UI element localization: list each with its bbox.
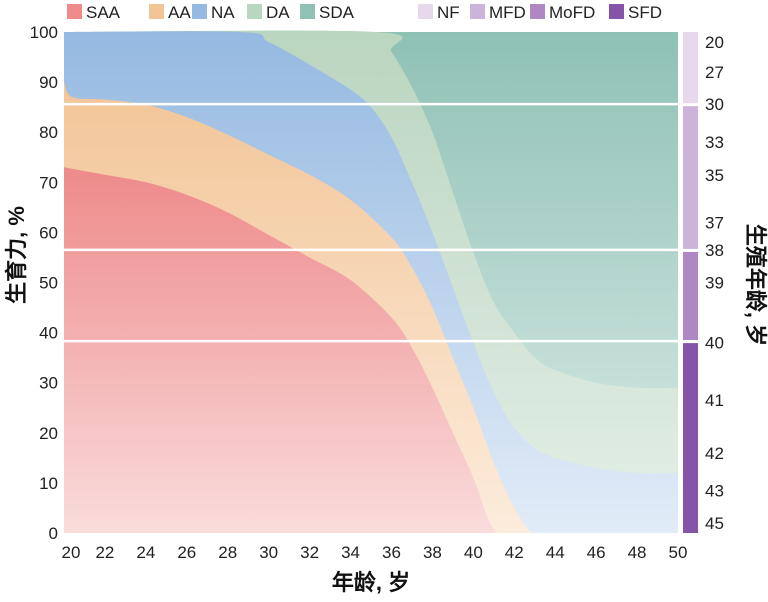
x-tick-label: 40: [464, 543, 483, 562]
reproductive-age-bar: [683, 32, 698, 533]
legend-swatch: [67, 4, 82, 19]
y-tick-label: 60: [39, 223, 58, 242]
y-axis-ticks: 0 10 20 30 40 50 60 70 80 90 100: [30, 23, 58, 543]
legend-item-mfd: MFD: [470, 3, 526, 22]
legend-label: MFD: [489, 3, 526, 22]
y-tick-label: 80: [39, 123, 58, 142]
y-tick-label: 30: [39, 374, 58, 393]
y-tick-label: 90: [39, 73, 58, 92]
x-tick-label: 22: [95, 543, 114, 562]
x-tick-label: 26: [177, 543, 196, 562]
y2-tick-label: 38: [705, 241, 724, 260]
divider-lines: [64, 102, 678, 343]
y2-axis-title: 生殖年龄, 岁: [743, 224, 768, 346]
legend-label: SAA: [86, 3, 121, 22]
y2-tick-label: 45: [705, 514, 724, 533]
y-tick-label: 0: [49, 524, 58, 543]
y-tick-label: 10: [39, 474, 58, 493]
y-tick-label: 50: [39, 274, 58, 293]
legend-item-sfd: SFD: [609, 3, 662, 22]
legend-label: MoFD: [549, 3, 595, 22]
y2-tick-label: 40: [705, 334, 724, 353]
y2-tick-label: 33: [705, 133, 724, 152]
legend-item-da: DA: [247, 3, 290, 22]
y2-tick-label: 42: [705, 444, 724, 463]
y2-tick-label: 27: [705, 63, 724, 82]
y-tick-label: 20: [39, 424, 58, 443]
segment-mfd: [683, 106, 698, 249]
legend-item-aa: AA: [149, 3, 191, 22]
x-tick-label: 34: [341, 543, 360, 562]
legend-swatch: [300, 4, 315, 19]
x-tick-label: 20: [62, 543, 81, 562]
legend-item-nf: NF: [418, 3, 460, 22]
legend-swatch: [418, 4, 433, 19]
x-tick-label: 30: [259, 543, 278, 562]
y-tick-label: 40: [39, 324, 58, 343]
y2-tick-label: 43: [705, 481, 724, 500]
legend-label: NF: [437, 3, 460, 22]
x-tick-label: 28: [218, 543, 237, 562]
x-tick-label: 32: [300, 543, 319, 562]
y2-tick-label: 20: [705, 33, 724, 52]
y2-tick-label: 39: [705, 274, 724, 293]
legend-label: AA: [168, 3, 191, 22]
legend-swatch: [470, 4, 485, 19]
legend-label: NA: [211, 3, 235, 22]
legend-item-na: NA: [192, 3, 235, 22]
y2-tick-label: 41: [705, 391, 724, 410]
legend-item-saa: SAA: [67, 3, 121, 22]
y2-tick-label: 30: [705, 95, 724, 114]
legend-swatch: [530, 4, 545, 19]
x-tick-label: 48: [628, 543, 647, 562]
legend-label: SDA: [319, 3, 355, 22]
y-axis-title: 生育力, %: [4, 206, 29, 304]
legend-swatch: [192, 4, 207, 19]
area-layer: [64, 30, 678, 533]
y2-axis-ticks: 20 27 30 33 35 37 38 39 40 41 42 43 45: [705, 33, 724, 533]
legend-item-mofd: MoFD: [530, 3, 595, 22]
legend-label: DA: [266, 3, 290, 22]
x-tick-label: 50: [669, 543, 688, 562]
y2-tick-label: 35: [705, 166, 724, 185]
x-axis-title: 年龄, 岁: [332, 570, 410, 595]
x-tick-label: 38: [423, 543, 442, 562]
y2-tick-label: 37: [705, 213, 724, 232]
x-axis-ticks: 20 22 24 26 28 30 32 34 36 38 40 42 44 46 48 50: [62, 543, 688, 562]
legend-swatch: [609, 4, 624, 19]
segment-nf: [683, 32, 698, 104]
x-tick-label: 36: [382, 543, 401, 562]
x-tick-label: 42: [505, 543, 524, 562]
segment-sfd: [683, 343, 698, 533]
y-tick-label: 70: [39, 173, 58, 192]
x-tick-label: 46: [587, 543, 606, 562]
legend: SAA AA NA DA SDA NF MFD MoFD SFD: [67, 3, 662, 22]
y-tick-label: 100: [30, 23, 58, 42]
segment-mofd: [683, 251, 698, 341]
x-tick-label: 44: [546, 543, 565, 562]
legend-label: SFD: [628, 3, 662, 22]
legend-swatch: [247, 4, 262, 19]
area-saa: [64, 167, 496, 533]
legend-swatch: [149, 4, 164, 19]
x-tick-label: 24: [136, 543, 155, 562]
legend-item-sda: SDA: [300, 3, 355, 22]
